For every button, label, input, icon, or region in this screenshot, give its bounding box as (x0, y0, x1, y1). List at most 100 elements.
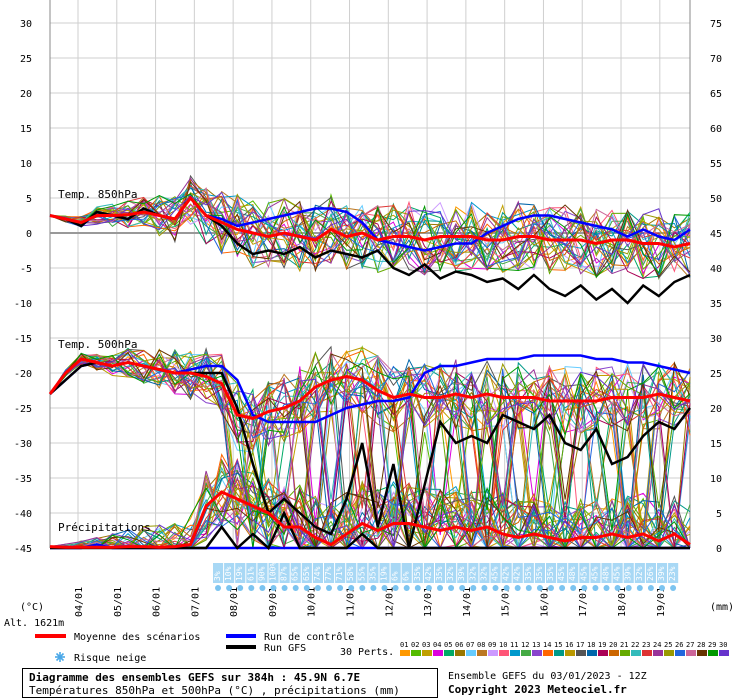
pert-legend-swatch (653, 650, 663, 656)
pert-legend-number: 24 (653, 641, 661, 649)
pert-legend-swatch (510, 650, 520, 656)
copyright: Copyright 2023 Meteociel.fr (448, 683, 627, 696)
snow-pct-label: 32% (468, 566, 477, 581)
snow-pct-label: 42% (424, 566, 433, 581)
snow-cell (390, 563, 401, 583)
main-lines (48, 195, 692, 551)
snowflake-icon (603, 585, 610, 591)
pert-legend-number: 20 (609, 641, 617, 649)
pert-legend-number: 19 (598, 641, 606, 649)
chart-title: Diagramme des ensembles GEFS sur 384h : … (29, 671, 361, 684)
snow-cell (324, 563, 335, 583)
left-tick-label: 10 (20, 159, 32, 170)
pert-line-precip (49, 487, 691, 550)
snow-pct-label: 45% (557, 566, 566, 581)
left-tick-label: 30 (20, 19, 32, 30)
snow-cell (468, 563, 479, 583)
snow-cell (301, 563, 312, 583)
snowflake-icon (448, 585, 455, 591)
label-temp-500: Temp. 500hPa (58, 338, 137, 351)
snow-pct-label: 6% (402, 571, 411, 581)
snow-pct-label: 65% (291, 566, 300, 581)
snowflake-icon (592, 585, 599, 591)
snowflake-icon (536, 585, 543, 591)
pert-legend-number: 13 (532, 641, 540, 649)
snow-cell (579, 563, 590, 583)
left-tick-label: -35 (14, 474, 32, 485)
pert-legend-swatch (499, 650, 509, 656)
x-tick-label: 17/01 (578, 587, 589, 617)
snow-pct-label: 100% (269, 562, 278, 581)
pert-legend-swatch (719, 650, 729, 656)
pert-legend-number: 07 (466, 641, 474, 649)
series-line-t850 (49, 195, 691, 249)
x-tick-label: 12/01 (384, 587, 395, 617)
pert-legend-swatch (444, 650, 454, 656)
snowflake-icon (370, 585, 377, 591)
snow-cell (423, 563, 434, 583)
snowflake-icon (559, 585, 566, 591)
snow-pct-label: 26% (646, 566, 655, 581)
snow-cell (523, 563, 534, 583)
series-line-precip (49, 490, 691, 549)
snow-pct-label: 42% (502, 566, 511, 581)
legend-gfs-label: Run GFS (264, 643, 306, 654)
pert-legend-number: 14 (543, 641, 551, 649)
x-tick-label: 19/01 (656, 587, 667, 617)
x-tick-label: 07/01 (190, 587, 201, 617)
snow-pct-label: 39% (624, 566, 633, 581)
left-tick-label: 25 (20, 54, 32, 65)
perturbation-legend: 01 02 03 04 05 06 07 08 09 10 11 12 13 14 15 16 17 18 19 20… (400, 641, 729, 656)
snow-cell (312, 563, 323, 583)
left-tick-label: -45 (14, 544, 32, 555)
legend-mean-label: Moyenne des scénarios (74, 631, 200, 643)
snow-pct-label: 45% (613, 566, 622, 581)
snow-cell (457, 563, 468, 583)
snow-cell (435, 563, 446, 583)
pert-legend-swatch (609, 650, 619, 656)
x-tick-label: 06/01 (152, 587, 163, 617)
pert-legend-number: 16 (565, 641, 573, 649)
pert-legend-number: 22 (631, 641, 639, 649)
snowflake-icon (392, 585, 399, 591)
snow-cell (634, 563, 645, 583)
label-precip: Précipitations (58, 521, 151, 534)
left-tick-label: -30 (14, 439, 32, 450)
x-tick-label: 09/01 (268, 587, 279, 617)
snowflake-icon (381, 585, 388, 591)
pert-legend-swatch (455, 650, 465, 656)
pert-line-500 (49, 350, 691, 549)
pert-legend-swatch (598, 650, 608, 656)
right-tick-label: 15 (710, 439, 722, 450)
snow-pct-label: 35% (413, 566, 422, 581)
snow-cell (357, 563, 368, 583)
snow-pct-label: 6% (391, 571, 400, 581)
pert-legend-number: 12 (521, 641, 529, 649)
snow-pct-label: 35% (368, 566, 377, 581)
snowflake-icon (281, 585, 288, 591)
snowflake-icon (459, 585, 466, 591)
snow-cell (279, 563, 290, 583)
pert-legend-number: 02 (411, 641, 419, 649)
pert-legend-swatch (631, 650, 641, 656)
snowflake-icon (570, 585, 577, 591)
pert-legend-swatch (664, 650, 674, 656)
snowflake-icon (55, 652, 65, 662)
right-tick-label: 0 (716, 544, 722, 555)
snowflake-icon (326, 585, 332, 591)
x-tick-label: 05/01 (113, 587, 124, 617)
snow-cell (257, 563, 268, 583)
pert-legend-number: 26 (675, 641, 683, 649)
snowflake-icon (581, 585, 588, 591)
x-tick-label: 18/01 (617, 587, 628, 617)
snow-cell (590, 563, 601, 583)
snow-pct-label: 35% (524, 566, 533, 581)
snow-cell (479, 563, 490, 583)
pert-legend-number: 30 (719, 641, 727, 649)
snowflake-icon (503, 585, 510, 591)
snow-pct-label: 87% (280, 566, 289, 581)
pert-line-850 (49, 191, 691, 275)
pert-line-850 (49, 193, 691, 278)
snowflake-icon (647, 585, 654, 591)
snow-cell (246, 563, 257, 583)
